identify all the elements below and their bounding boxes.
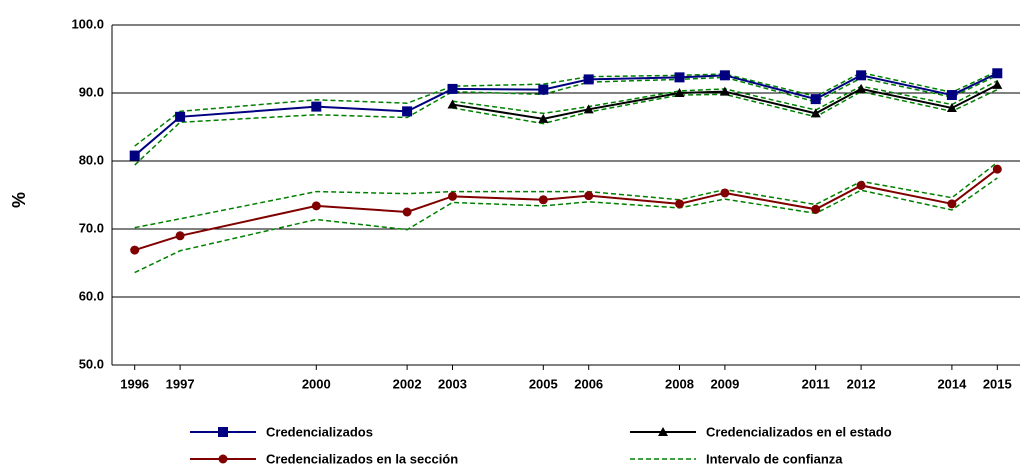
marker: [538, 113, 549, 123]
marker: [992, 68, 1003, 79]
marker: [311, 101, 322, 112]
marker: [311, 201, 321, 211]
marker: [719, 70, 730, 81]
y-tick-label: 100.0: [71, 16, 104, 31]
x-tick-label: 2000: [302, 376, 331, 391]
x-tick-label: 2014: [937, 376, 967, 391]
x-tick-label: 2015: [983, 376, 1012, 391]
marker: [947, 199, 957, 209]
series-line: [134, 168, 998, 252]
marker: [175, 111, 186, 122]
marker: [992, 79, 1003, 89]
marker: [129, 150, 140, 161]
y-tick-label: 50.0: [79, 356, 104, 371]
legend-label: Credencializados en la sección: [266, 451, 458, 466]
marker: [675, 199, 684, 209]
x-tick-label: 2009: [710, 376, 739, 391]
marker: [538, 195, 548, 205]
x-tick-label: 2002: [393, 376, 422, 391]
legend-marker: [218, 427, 228, 437]
marker: [810, 94, 821, 105]
y-tick-label: 90.0: [79, 84, 104, 99]
marker: [447, 99, 458, 109]
marker: [448, 191, 457, 201]
y-tick-label: 80.0: [79, 152, 104, 167]
marker: [584, 191, 594, 201]
legend-marker: [218, 454, 228, 464]
marker: [538, 84, 549, 95]
marker: [856, 70, 867, 81]
marker: [946, 102, 957, 112]
marker: [720, 188, 730, 198]
marker: [856, 180, 866, 190]
x-tick-label: 2003: [438, 376, 467, 391]
legend-label: Intervalo de confianza: [706, 451, 843, 466]
marker: [402, 207, 412, 217]
marker: [856, 83, 867, 93]
y-tick-label: 60.0: [79, 288, 104, 303]
marker: [992, 164, 1002, 174]
marker: [447, 83, 458, 94]
x-tick-label: 2005: [529, 376, 558, 391]
ci-line: [134, 70, 998, 147]
x-tick-label: 2008: [665, 376, 694, 391]
marker: [402, 106, 413, 117]
ci-line: [452, 80, 998, 115]
marker: [811, 204, 821, 214]
marker: [810, 108, 821, 118]
legend-marker: [658, 427, 668, 436]
legend-label: Credencializados en el estado: [706, 424, 892, 439]
marker: [583, 74, 594, 85]
marker: [583, 104, 594, 114]
marker: [946, 90, 957, 101]
x-tick-label: 1997: [166, 376, 195, 391]
marker: [130, 245, 140, 255]
y-axis-label: %: [9, 192, 29, 208]
x-tick-label: 2011: [802, 376, 830, 391]
ci-line: [134, 74, 998, 166]
marker: [719, 86, 730, 96]
x-tick-label: 2012: [847, 376, 876, 391]
marker: [674, 88, 685, 97]
x-tick-label: 2006: [574, 376, 603, 391]
marker: [674, 72, 685, 83]
marker: [175, 231, 185, 241]
y-tick-label: 70.0: [79, 220, 104, 235]
x-tick-label: 1996: [120, 376, 149, 391]
legend-label: Credencializados: [266, 424, 373, 439]
